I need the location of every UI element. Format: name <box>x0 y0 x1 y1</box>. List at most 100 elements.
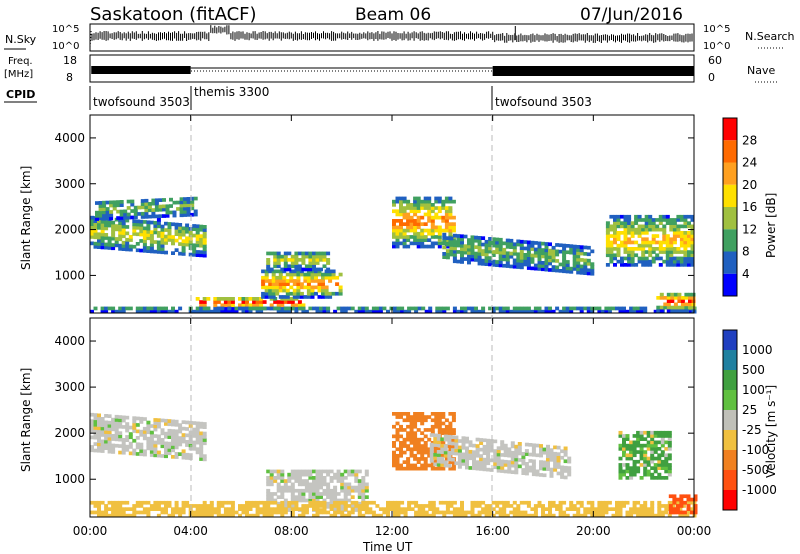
power-cell <box>268 282 273 286</box>
velocity-cell <box>153 424 158 429</box>
power-cell <box>147 214 152 219</box>
velocity-cell <box>238 513 242 518</box>
power-cell <box>315 267 320 272</box>
power-cell <box>169 204 173 208</box>
power-cell <box>565 309 570 314</box>
power-cell <box>495 260 500 264</box>
velocity-cell <box>304 482 309 487</box>
velocity-cell <box>312 513 316 518</box>
velocity-cell <box>443 460 448 465</box>
power-cell <box>283 267 288 272</box>
velocity-cell <box>615 513 619 518</box>
power-cell <box>153 249 158 254</box>
power-cell <box>623 240 628 245</box>
velocity-cell <box>104 436 109 441</box>
power-cell <box>202 303 207 308</box>
velocity-cell <box>629 469 634 474</box>
velocity-cell <box>308 482 313 487</box>
power-cell <box>119 209 124 214</box>
power-cell <box>255 303 260 308</box>
power-cell <box>338 285 343 290</box>
velocity-cell <box>142 452 147 457</box>
velocity-cell <box>447 463 452 468</box>
velocity-cell <box>118 513 123 518</box>
power-cell <box>683 247 688 251</box>
velocity-cell <box>646 463 651 467</box>
velocity-cell <box>433 436 438 441</box>
power-ytick-label: 2000 <box>54 223 85 237</box>
velocity-cell <box>273 510 278 515</box>
velocity-cell <box>290 488 295 493</box>
power-cell <box>605 231 610 235</box>
velocity-cell <box>93 416 98 421</box>
velocity-cell <box>618 507 623 511</box>
velocity-cell <box>90 422 94 427</box>
velocity-cell <box>333 500 338 505</box>
velocity-cell <box>646 443 651 448</box>
power-cell <box>611 306 616 311</box>
power-cell <box>245 306 249 311</box>
power-cell <box>434 241 439 246</box>
velocity-cell <box>437 424 442 429</box>
power-cell <box>169 197 173 202</box>
power-cell <box>495 306 500 311</box>
power-cell <box>530 253 535 258</box>
velocity-cell <box>410 500 415 505</box>
velocity-cell <box>675 504 680 508</box>
power-cell <box>310 291 315 296</box>
power-cell <box>188 239 193 244</box>
velocity-cell <box>357 485 362 490</box>
velocity-cell <box>223 510 228 515</box>
power-cell <box>160 244 165 248</box>
velocity-cell <box>524 462 529 466</box>
velocity-cell <box>475 450 480 455</box>
power-cell <box>128 235 133 239</box>
velocity-cell <box>413 415 418 419</box>
power-cell <box>630 263 635 267</box>
velocity-cell <box>312 507 316 511</box>
power-cell <box>565 250 570 255</box>
velocity-cell <box>555 507 560 511</box>
power-cell <box>322 309 327 314</box>
power-cell <box>586 309 591 314</box>
power-cell <box>105 200 110 205</box>
power-cell <box>186 206 191 211</box>
velocity-cell <box>512 507 517 511</box>
power-cell <box>526 246 531 251</box>
power-cell <box>223 306 228 311</box>
velocity-cell <box>269 492 274 496</box>
power-cell <box>371 306 376 311</box>
power-cell <box>98 213 103 218</box>
velocity-cell <box>465 449 469 454</box>
velocity-cell <box>181 507 186 511</box>
velocity-cell <box>347 472 352 477</box>
velocity-cell <box>386 504 390 508</box>
power-cell <box>690 253 695 258</box>
power-cell <box>488 246 493 251</box>
power-cell <box>195 250 200 254</box>
velocity-cell <box>287 476 292 480</box>
velocity-cell <box>447 438 452 442</box>
power-cell <box>399 228 403 233</box>
power-cell <box>111 306 116 311</box>
power-cell <box>665 263 670 267</box>
velocity-cell <box>400 507 405 511</box>
velocity-cell <box>371 500 376 505</box>
velocity-cell <box>294 507 299 511</box>
power-cell <box>445 236 450 240</box>
velocity-cell <box>329 498 334 503</box>
velocity-cell <box>498 507 503 511</box>
velocity-cell <box>220 500 225 505</box>
velocity-cell <box>343 495 348 499</box>
velocity-cell <box>361 507 366 511</box>
power-cell <box>442 306 447 311</box>
power-cell <box>441 206 446 210</box>
power-cell <box>199 227 204 232</box>
velocity-cell <box>399 415 403 419</box>
power-cell <box>634 214 639 219</box>
velocity-cell <box>132 504 137 508</box>
power-cell <box>630 247 635 251</box>
power-cell <box>140 199 145 203</box>
power-cell <box>679 214 684 219</box>
power-cell <box>199 234 204 238</box>
